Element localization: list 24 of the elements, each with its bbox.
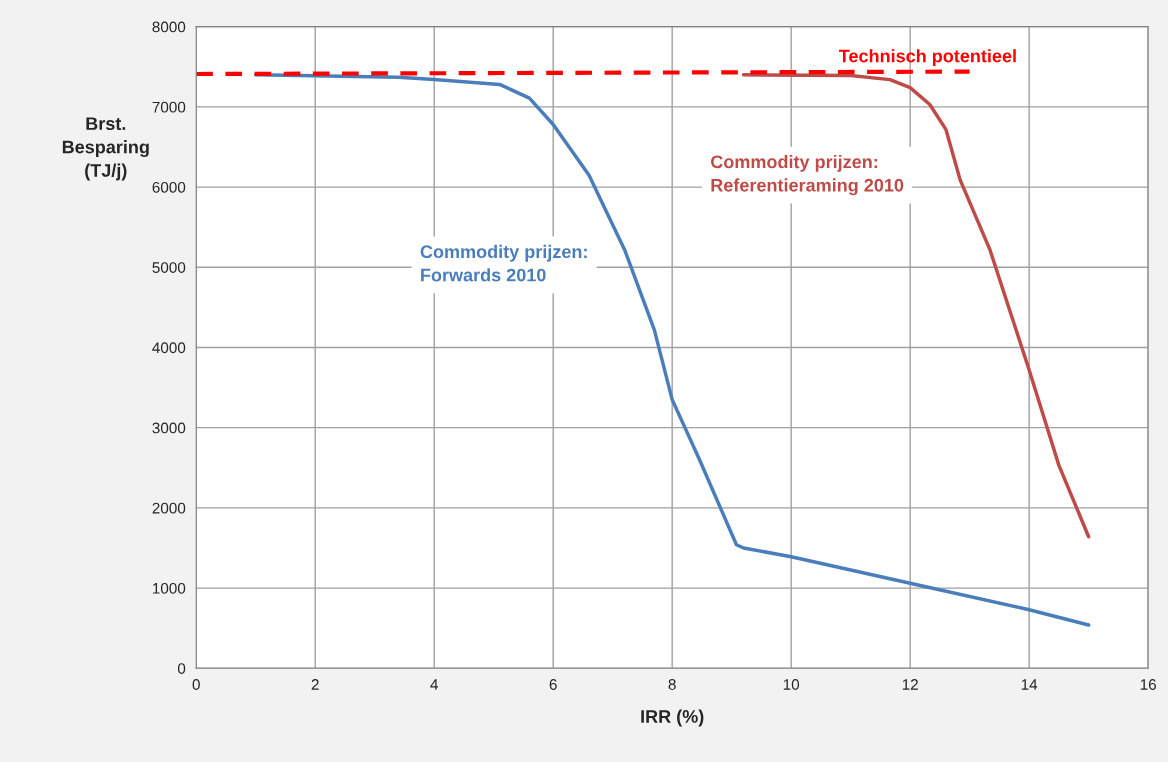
y-tick-label: 5000	[152, 262, 186, 273]
x-tick-label: 10	[783, 679, 800, 690]
x-tick-label: 16	[1140, 679, 1156, 690]
y-tick-label: 8000	[152, 21, 186, 33]
x-tick-label: 2	[311, 679, 319, 690]
x-tick-label: 4	[430, 679, 439, 690]
text: Commodity prijzen: Referentieraming 2010	[711, 154, 904, 196]
y-tick-label: 3000	[152, 422, 186, 434]
y-tick-label: 2000	[152, 502, 186, 514]
x-axis-title: IRR (%)	[641, 709, 704, 727]
x-tick-label: 8	[668, 679, 676, 690]
y-tick-label: 1000	[152, 582, 186, 594]
y-tick-label: 6000	[152, 181, 186, 193]
y-tick-label: 4000	[152, 342, 186, 354]
x-tick-label: 6	[549, 679, 557, 690]
series-label: Technisch potentieel	[838, 49, 1016, 66]
y-axis-title: Brst. Besparing (TJ/j)	[62, 117, 149, 181]
line-series	[253, 73, 1091, 627]
series-label: Commodity prijzen: Forwards 2010	[420, 244, 587, 282]
y-tick-label: 0	[177, 663, 186, 674]
y-tick-label: 7000	[152, 101, 186, 113]
x-tick-label: 14	[1021, 679, 1038, 690]
x-tick-label: 0	[192, 679, 200, 690]
x-tick-label: 12	[902, 679, 918, 690]
